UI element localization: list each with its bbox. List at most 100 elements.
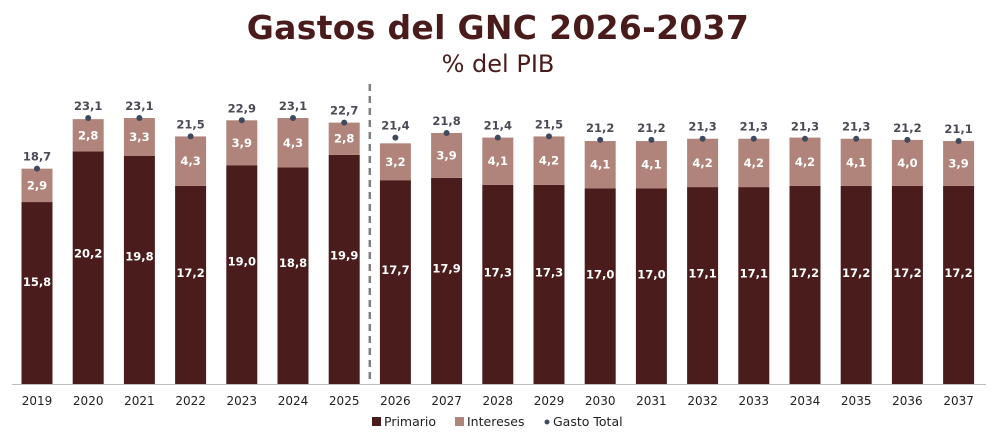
x-tick-2033: 2033 <box>739 394 770 408</box>
bar-primario-2023 <box>226 165 258 384</box>
label-intereses-2033: 4,2 <box>744 156 764 170</box>
point-gasto-total-2031 <box>648 136 655 143</box>
bar-primario-2036 <box>891 185 923 384</box>
point-gasto-total-2020 <box>85 115 92 121</box>
bar-primario-2033 <box>738 187 770 384</box>
label-intereses-2022: 4,3 <box>180 154 200 168</box>
point-gasto-total-2026 <box>392 134 399 141</box>
bar-primario-2034 <box>789 185 821 384</box>
chart-title: Gastos del GNC 2026-2037 <box>246 8 750 47</box>
label-gasto-total-2019: 18,7 <box>23 150 51 164</box>
point-gasto-total-2030 <box>597 136 604 143</box>
label-primario-2028: 17,3 <box>484 265 512 279</box>
bar-intereses-2031 <box>635 141 667 189</box>
bar-primario-2019 <box>21 202 53 384</box>
point-gasto-total-2022 <box>187 133 194 140</box>
x-tick-2021: 2021 <box>124 394 155 408</box>
point-gasto-total-2025 <box>341 119 348 126</box>
label-primario-2025: 19,9 <box>330 249 358 263</box>
label-primario-2036: 17,2 <box>893 266 921 280</box>
x-tick-2032: 2032 <box>687 394 718 408</box>
point-gasto-total-2033 <box>750 135 757 142</box>
label-intereses-2035: 4,1 <box>846 155 866 169</box>
label-gasto-total-2025: 22,7 <box>330 104 358 118</box>
bar-primario-2032 <box>687 187 719 384</box>
label-gasto-total-2021: 23,1 <box>125 99 153 113</box>
x-tick-2020: 2020 <box>73 394 104 408</box>
label-intereses-2024: 4,3 <box>283 136 303 150</box>
label-primario-2027: 17,9 <box>432 262 460 276</box>
legend-label-primario: Primario <box>384 414 436 429</box>
point-gasto-total-2034 <box>802 135 808 142</box>
label-intereses-2029: 4,2 <box>539 154 559 168</box>
label-intereses-2034: 4,2 <box>795 155 815 169</box>
label-gasto-total-2023: 22,9 <box>228 101 256 115</box>
legend-swatch-primario <box>372 417 381 426</box>
bar-intereses-2025 <box>328 122 360 155</box>
bar-primario-2031 <box>635 188 667 384</box>
bar-primario-2035 <box>840 185 872 384</box>
label-primario-2037: 17,2 <box>944 266 972 280</box>
bar-intereses-2029 <box>533 136 565 185</box>
bar-primario-2030 <box>584 188 616 384</box>
x-tick-2034: 2034 <box>790 394 821 408</box>
label-gasto-total-2037: 21,1 <box>944 122 972 136</box>
point-gasto-total-2036 <box>904 136 911 143</box>
bar-intereses-2027 <box>431 132 463 178</box>
label-gasto-total-2028: 21,4 <box>484 119 512 133</box>
label-primario-2029: 17,3 <box>535 265 563 279</box>
label-intereses-2019: 2,9 <box>27 178 47 192</box>
bar-intereses-2023 <box>226 120 258 166</box>
label-intereses-2028: 4,1 <box>488 154 508 168</box>
bar-intereses-2032 <box>687 138 719 188</box>
bar-intereses-2037 <box>943 141 975 186</box>
x-tick-2023: 2023 <box>227 394 258 408</box>
bar-intereses-2021 <box>123 118 155 156</box>
x-tick-2036: 2036 <box>892 394 923 408</box>
label-primario-2021: 19,8 <box>125 249 153 263</box>
label-intereses-2026: 3,2 <box>385 155 405 169</box>
label-gasto-total-2022: 21,5 <box>176 117 204 131</box>
x-tick-2022: 2022 <box>175 394 206 408</box>
x-tick-2024: 2024 <box>278 394 309 408</box>
x-tick-2029: 2029 <box>534 394 565 408</box>
label-primario-2031: 17,0 <box>637 267 665 281</box>
bar-intereses-2035 <box>840 138 872 186</box>
label-gasto-total-2030: 21,2 <box>586 121 614 135</box>
label-gasto-total-2031: 21,2 <box>637 121 665 135</box>
point-gasto-total-2029 <box>546 133 552 140</box>
x-tick-2025: 2025 <box>329 394 360 408</box>
point-gasto-total-2023 <box>238 117 245 124</box>
label-intereses-2031: 4,1 <box>641 158 661 172</box>
label-intereses-2037: 3,9 <box>948 156 968 170</box>
point-gasto-total-2021 <box>136 115 143 121</box>
bar-primario-2037 <box>943 185 975 384</box>
label-intereses-2027: 3,9 <box>436 148 456 162</box>
bar-intereses-2019 <box>21 168 53 203</box>
x-tick-2028: 2028 <box>483 394 514 408</box>
label-primario-2030: 17,0 <box>586 267 614 281</box>
point-gasto-total-2032 <box>699 135 706 142</box>
point-gasto-total-2024 <box>290 115 296 121</box>
bar-intereses-2028 <box>482 137 514 185</box>
label-intereses-2032: 4,2 <box>692 156 712 170</box>
point-gasto-total-2027 <box>443 129 450 136</box>
x-tick-2026: 2026 <box>380 394 411 408</box>
label-gasto-total-2036: 21,2 <box>893 121 921 135</box>
label-gasto-total-2026: 21,4 <box>381 119 409 133</box>
bar-primario-2028 <box>482 184 514 384</box>
bar-intereses-2034 <box>789 137 821 186</box>
bar-primario-2025 <box>328 154 360 384</box>
legend-swatch-gasto-total <box>544 419 550 425</box>
bar-intereses-2033 <box>738 138 770 188</box>
label-primario-2032: 17,1 <box>688 267 716 281</box>
label-intereses-2036: 4,0 <box>897 156 917 170</box>
label-gasto-total-2029: 21,5 <box>535 117 563 131</box>
label-primario-2033: 17,1 <box>740 267 768 281</box>
bar-primario-2021 <box>123 156 155 384</box>
bar-primario-2029 <box>533 184 565 384</box>
label-primario-2026: 17,7 <box>381 263 409 277</box>
label-intereses-2025: 2,8 <box>334 132 354 146</box>
point-gasto-total-2037 <box>955 138 962 145</box>
